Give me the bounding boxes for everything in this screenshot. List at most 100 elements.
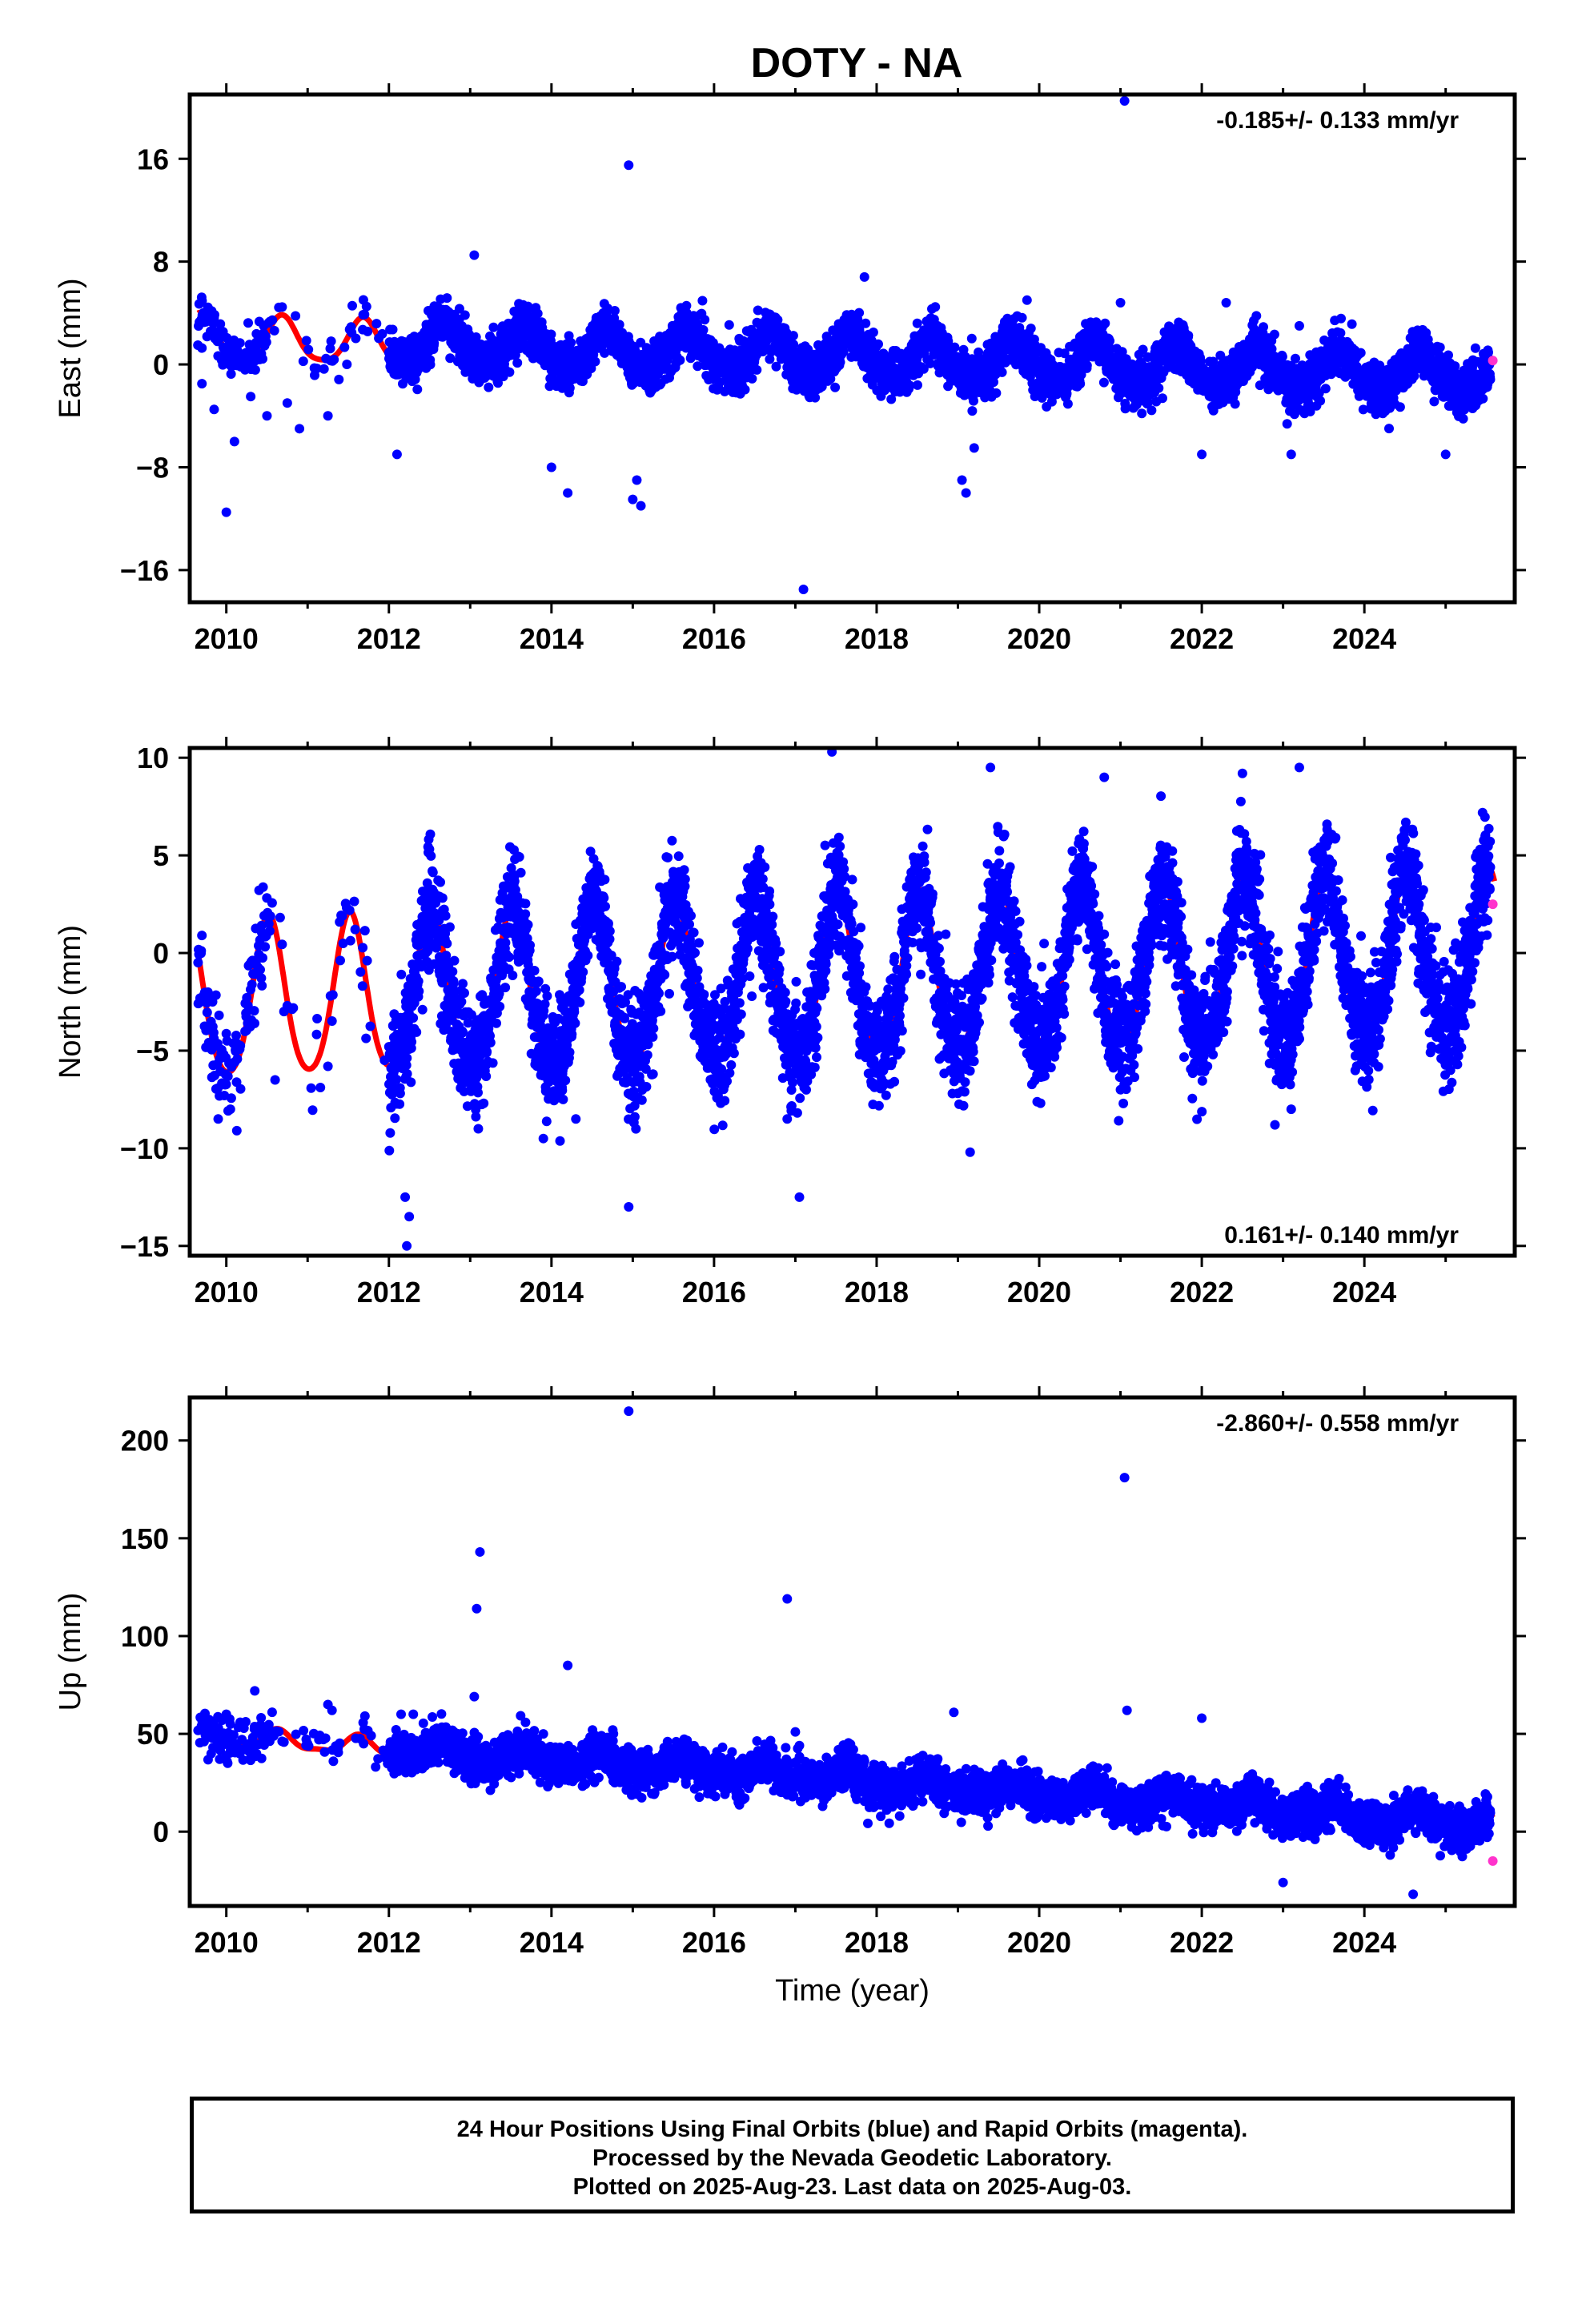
data-point — [1355, 348, 1366, 358]
data-point — [868, 328, 878, 337]
data-point — [1347, 319, 1357, 329]
data-point — [484, 382, 494, 392]
data-point — [1146, 405, 1157, 416]
chart-title: DOTY - NA — [751, 40, 963, 86]
data-point — [425, 360, 436, 370]
data-point — [773, 315, 783, 325]
data-point — [752, 364, 762, 375]
east-panel: 2010 2012 2014 2016 2018 2020 2022 2024−16−8081… — [54, 83, 1526, 655]
data-point — [326, 336, 336, 347]
data-point — [488, 322, 499, 332]
data-point — [930, 302, 941, 312]
data-point — [342, 360, 352, 369]
data-point — [460, 310, 470, 320]
data-point — [609, 306, 620, 316]
data-point — [590, 356, 600, 367]
data-point — [429, 338, 440, 348]
data-point — [377, 328, 387, 339]
data-point — [566, 337, 576, 348]
data-point — [810, 392, 821, 403]
data-point — [311, 364, 322, 374]
data-point — [1435, 342, 1445, 352]
data-point — [564, 383, 575, 393]
data-point — [1137, 408, 1147, 419]
data-point — [298, 356, 308, 367]
data-point — [319, 364, 329, 374]
data-point — [789, 340, 799, 350]
data-point — [1062, 399, 1073, 409]
data-point — [1335, 328, 1346, 338]
data-point — [269, 325, 279, 336]
data-point — [788, 331, 798, 341]
data-point — [226, 369, 236, 379]
data-point — [991, 388, 1002, 398]
data-point — [258, 354, 267, 364]
data-point — [351, 333, 361, 344]
data-point — [925, 358, 935, 368]
data-point — [1158, 393, 1167, 404]
data-point — [277, 302, 287, 312]
data-point — [363, 326, 373, 336]
data-point — [524, 304, 534, 314]
data-point — [325, 344, 335, 354]
data-point — [905, 380, 915, 391]
data-point — [197, 343, 207, 353]
data-point — [1291, 353, 1300, 364]
data-point — [698, 325, 709, 335]
data-point — [753, 305, 763, 316]
data-point — [261, 337, 271, 348]
data-point — [1105, 336, 1115, 346]
data-point — [1336, 313, 1346, 324]
data-point — [830, 382, 841, 392]
data-point — [445, 353, 456, 364]
data-point — [918, 364, 929, 374]
data-point — [361, 301, 371, 312]
data-point — [969, 396, 978, 406]
data-point — [387, 324, 398, 335]
data-point — [1075, 379, 1086, 389]
data-point — [512, 358, 523, 368]
data-point — [1458, 413, 1468, 424]
data-point — [700, 315, 710, 325]
data-point — [886, 394, 897, 404]
data-point — [412, 384, 423, 395]
data-point — [873, 339, 883, 349]
data-point — [697, 296, 708, 306]
data-point — [532, 308, 543, 319]
data-point — [339, 342, 350, 352]
data-point — [243, 318, 253, 328]
data-point — [861, 318, 871, 328]
data-point — [740, 384, 750, 395]
data-point — [1082, 360, 1092, 371]
data-point — [454, 304, 464, 314]
data-point — [1384, 424, 1394, 434]
data-point — [614, 320, 624, 330]
data-point — [210, 310, 219, 320]
data-point — [1269, 329, 1279, 340]
data-point — [675, 355, 685, 365]
data-point — [1277, 352, 1287, 362]
data-point — [197, 296, 207, 306]
data-point — [504, 367, 515, 377]
data-point — [471, 332, 481, 342]
data-point — [1100, 318, 1110, 328]
data-point — [765, 354, 775, 364]
data-point — [747, 373, 757, 384]
data-point — [442, 293, 452, 304]
final-orbit-points — [193, 96, 1496, 594]
data-point — [1251, 311, 1262, 321]
data-point — [371, 319, 382, 329]
data-point — [1320, 384, 1331, 394]
data-point — [966, 333, 977, 344]
data-point — [250, 364, 260, 375]
data-point — [291, 311, 301, 321]
data-point — [1315, 396, 1326, 406]
data-point — [681, 300, 692, 311]
data-point — [1017, 312, 1027, 323]
data-point — [1429, 396, 1439, 407]
data-point — [334, 374, 344, 384]
data-point — [1443, 350, 1453, 360]
data-point — [828, 325, 838, 336]
data-point — [771, 361, 781, 372]
data-point — [600, 348, 610, 358]
